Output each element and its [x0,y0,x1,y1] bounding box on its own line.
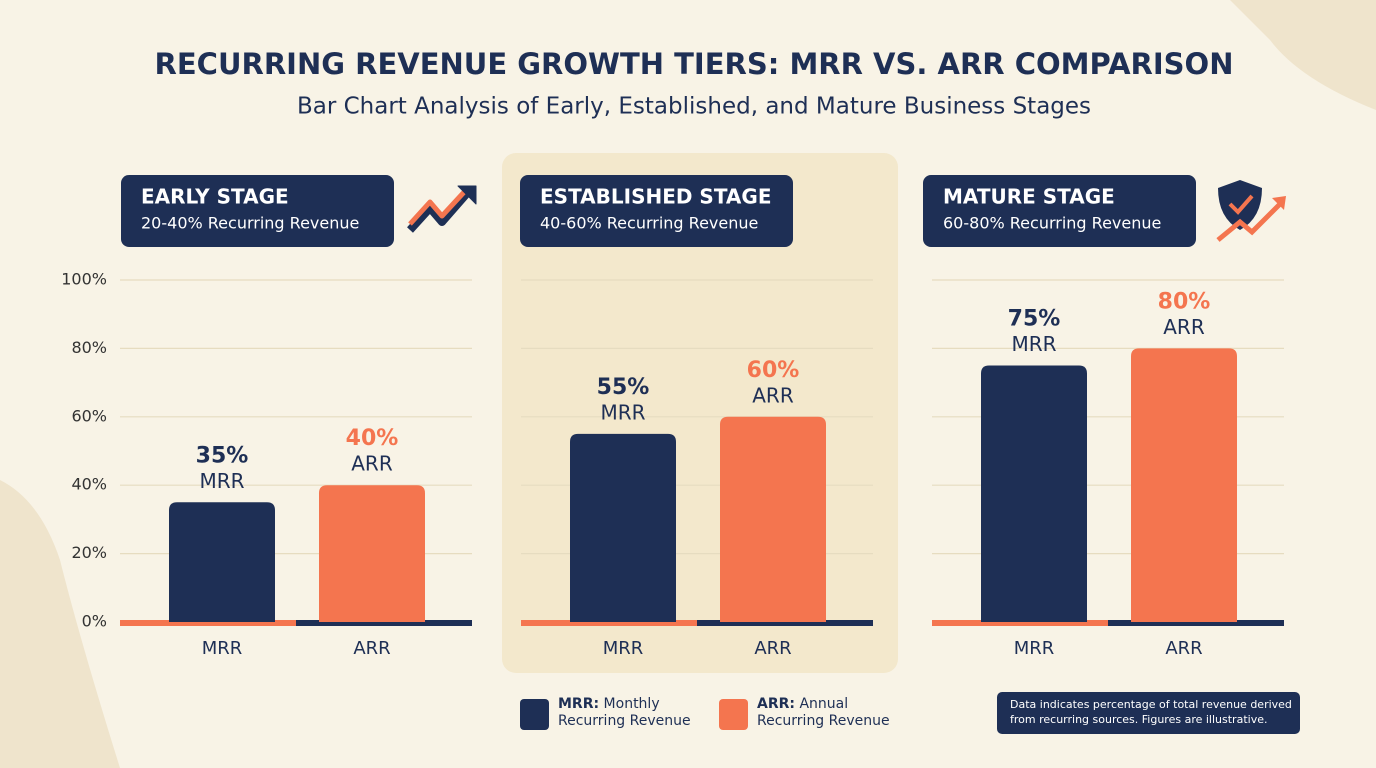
bar-category-label: ARR [351,452,393,476]
x-tick-label: ARR [754,638,791,659]
value-label: 55% [597,375,650,400]
decor [1230,0,1376,110]
legend-description: Annual Recurring Revenue [757,696,890,729]
x-tick-label: ARR [353,638,390,659]
bar-category-label: ARR [752,383,794,407]
bar [1131,348,1237,622]
bar-category-label: MRR [199,469,244,493]
bar-category-label: MRR [600,400,645,424]
value-label: 40% [346,426,399,451]
stage-title: MATURE STAGE [943,185,1115,209]
stage-subtitle: 40-60% Recurring Revenue [540,214,758,233]
stage-header [520,175,793,247]
stage-header [121,175,394,247]
x-tick-label: MRR [603,638,644,659]
y-tick-label: 20% [71,543,107,562]
y-tick-label: 100% [61,270,107,289]
x-tick-label: ARR [1165,638,1202,659]
legend-term: ARR: [757,696,795,712]
stage-header [923,175,1196,247]
stage-subtitle: 60-80% Recurring Revenue [943,214,1161,233]
bar-category-label: ARR [1163,315,1205,339]
y-tick-label: 80% [71,338,107,357]
legend-entry: ARR: Annual Recurring Revenue [757,696,907,730]
stage-subtitle: 20-40% Recurring Revenue [141,214,359,233]
legend-entry: MRR: Monthly Recurring Revenue [558,696,708,730]
growth-icon [407,185,477,233]
page-subtitle: Bar Chart Analysis of Early, Established… [297,94,1091,120]
note-text: Data indicates percentage of total reven… [1010,698,1292,726]
page-title: RECURRING REVENUE GROWTH TIERS: MRR VS. … [155,47,1234,81]
bar [319,485,425,622]
stage-title: EARLY STAGE [141,185,289,209]
legend-description: Monthly Recurring Revenue [558,696,691,729]
stage-title: ESTABLISHED STAGE [540,185,771,209]
bar [570,433,676,622]
note-box [997,692,1300,734]
bar [169,502,275,622]
x-tick-label: MRR [1014,638,1055,659]
bar-category-label: MRR [1011,332,1056,356]
legend-swatch [520,699,549,730]
shield-icon [1216,180,1286,242]
bar [981,365,1087,622]
value-label: 60% [747,358,800,383]
x-tick-label: MRR [202,638,243,659]
y-tick-label: 40% [71,475,107,494]
note: Data indicates percentage of total reven… [1010,698,1292,726]
decor [0,480,120,768]
value-label: 75% [1008,307,1061,332]
legend-text: MRR: Monthly Recurring Revenue [558,696,708,730]
y-tick-label: 60% [71,406,107,425]
legend-swatch [719,699,748,730]
y-tick-label: 0% [82,612,107,631]
legend-term: MRR: [558,696,600,712]
legend-text: ARR: Annual Recurring Revenue [757,696,907,730]
value-label: 35% [196,443,249,468]
value-label: 80% [1158,289,1211,314]
bar [720,416,826,622]
